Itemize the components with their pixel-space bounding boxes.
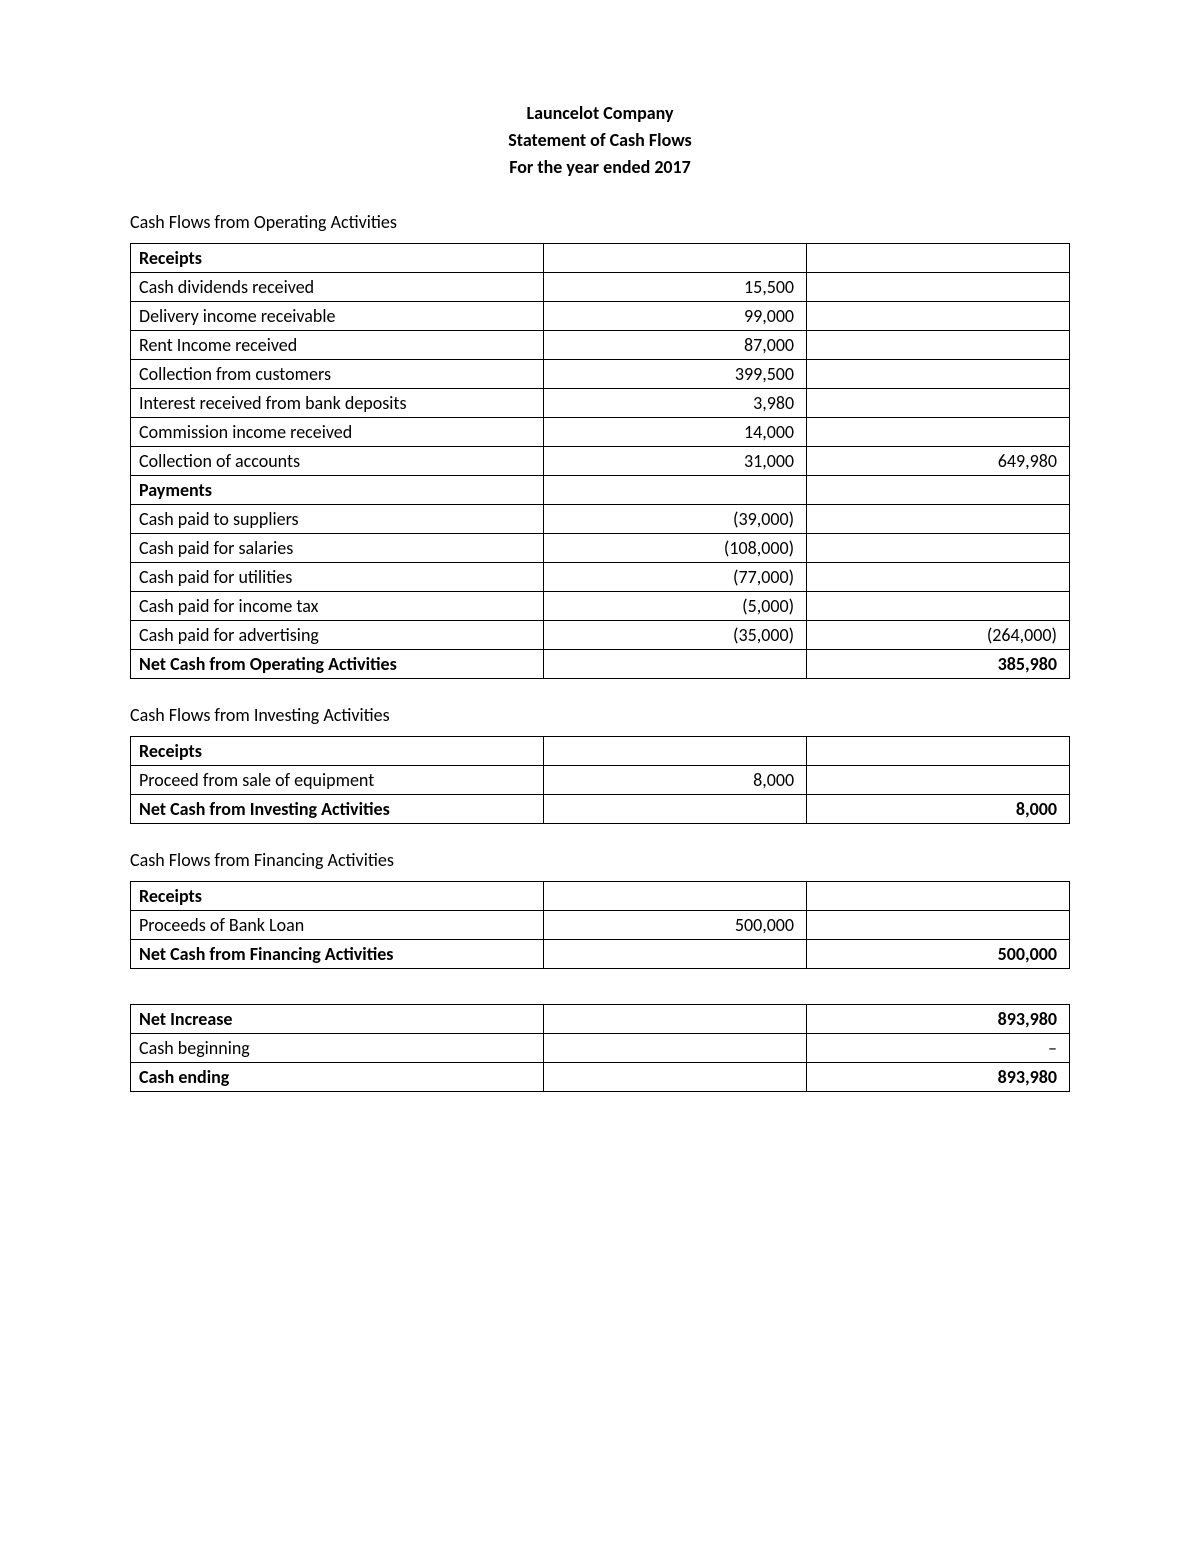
table-row: Cash ending 893,980 <box>131 1063 1070 1092</box>
financing-receipts-header-row: Receipts <box>131 882 1070 911</box>
row-amount2 <box>807 534 1070 563</box>
row-amount1 <box>544 1063 807 1092</box>
document-header: Launcelot Company Statement of Cash Flow… <box>130 100 1070 181</box>
table-row: Proceeds of Bank Loan500,000 <box>131 911 1070 940</box>
row-amount2 <box>807 766 1070 795</box>
row-amount1 <box>544 1005 807 1034</box>
table-row: Proceed from sale of equipment8,000 <box>131 766 1070 795</box>
row-amount2 <box>807 911 1070 940</box>
financing-net-row: Net Cash from Financing Activities 500,0… <box>131 940 1070 969</box>
investing-section-title: Cash Flows from Investing Activities <box>130 704 1070 726</box>
row-amount2 <box>807 302 1070 331</box>
summary-table: Net Increase893,980Cash beginning–Cash e… <box>130 1004 1070 1092</box>
table-row: Net Increase 893,980 <box>131 1005 1070 1034</box>
row-amount2: 893,980 <box>807 1063 1070 1092</box>
row-amount2 <box>807 592 1070 621</box>
table-row: Cash paid for advertising(35,000)(264,00… <box>131 621 1070 650</box>
row-label: Rent Income received <box>131 331 544 360</box>
table-row: Collection of accounts31,000649,980 <box>131 447 1070 476</box>
row-amount2: 649,980 <box>807 447 1070 476</box>
table-row: Interest received from bank deposits3,98… <box>131 389 1070 418</box>
table-row: Rent Income received87,000 <box>131 331 1070 360</box>
row-label: Cash ending <box>131 1063 544 1092</box>
operating-net-value: 385,980 <box>807 650 1070 679</box>
row-amount1: (108,000) <box>544 534 807 563</box>
row-label: Cash paid to suppliers <box>131 505 544 534</box>
row-label: Cash paid for utilities <box>131 563 544 592</box>
investing-receipts-header-row: Receipts <box>131 737 1070 766</box>
row-amount1: 8,000 <box>544 766 807 795</box>
financing-table: Receipts Proceeds of Bank Loan500,000 Ne… <box>130 881 1070 969</box>
row-label: Cash dividends received <box>131 273 544 302</box>
row-amount2 <box>807 273 1070 302</box>
investing-net-value: 8,000 <box>807 795 1070 824</box>
table-row: Commission income received14,000 <box>131 418 1070 447</box>
payments-header: Payments <box>131 476 544 505</box>
row-amount1: (77,000) <box>544 563 807 592</box>
operating-net-label: Net Cash from Operating Activities <box>131 650 544 679</box>
investing-receipts-header: Receipts <box>131 737 544 766</box>
table-row: Cash dividends received15,500 <box>131 273 1070 302</box>
table-row: Collection from customers399,500 <box>131 360 1070 389</box>
row-label: Cash paid for advertising <box>131 621 544 650</box>
row-amount1: 99,000 <box>544 302 807 331</box>
operating-section-title: Cash Flows from Operating Activities <box>130 211 1070 233</box>
table-row: Cash paid for income tax(5,000) <box>131 592 1070 621</box>
table-row: Cash paid for salaries(108,000) <box>131 534 1070 563</box>
row-label: Proceeds of Bank Loan <box>131 911 544 940</box>
row-amount1 <box>544 1034 807 1063</box>
table-row: Delivery income receivable99,000 <box>131 302 1070 331</box>
row-label: Cash paid for salaries <box>131 534 544 563</box>
table-row: Cash paid to suppliers(39,000) <box>131 505 1070 534</box>
statement-title: Statement of Cash Flows <box>130 127 1070 154</box>
row-amount2: – <box>807 1034 1070 1063</box>
row-amount2: (264,000) <box>807 621 1070 650</box>
row-label: Collection from customers <box>131 360 544 389</box>
investing-net-row: Net Cash from Investing Activities 8,000 <box>131 795 1070 824</box>
row-amount1: (5,000) <box>544 592 807 621</box>
row-amount2 <box>807 563 1070 592</box>
row-label: Collection of accounts <box>131 447 544 476</box>
row-amount2 <box>807 418 1070 447</box>
row-amount1: 399,500 <box>544 360 807 389</box>
row-label: Delivery income receivable <box>131 302 544 331</box>
row-label: Net Increase <box>131 1005 544 1034</box>
row-amount1: (39,000) <box>544 505 807 534</box>
row-amount2 <box>807 389 1070 418</box>
row-amount1: 3,980 <box>544 389 807 418</box>
row-label: Cash paid for income tax <box>131 592 544 621</box>
financing-receipts-header: Receipts <box>131 882 544 911</box>
receipts-header-row: Receipts <box>131 244 1070 273</box>
period: For the year ended 2017 <box>130 154 1070 181</box>
table-row: Cash paid for utilities(77,000) <box>131 563 1070 592</box>
investing-table: Receipts Proceed from sale of equipment8… <box>130 736 1070 824</box>
receipts-header: Receipts <box>131 244 544 273</box>
row-label: Interest received from bank deposits <box>131 389 544 418</box>
row-amount1: 87,000 <box>544 331 807 360</box>
row-amount2 <box>807 331 1070 360</box>
operating-net-row: Net Cash from Operating Activities 385,9… <box>131 650 1070 679</box>
operating-table: Receipts Cash dividends received15,500De… <box>130 243 1070 679</box>
table-row: Cash beginning – <box>131 1034 1070 1063</box>
row-label: Cash beginning <box>131 1034 544 1063</box>
row-amount1: 500,000 <box>544 911 807 940</box>
row-label: Proceed from sale of equipment <box>131 766 544 795</box>
payments-header-row: Payments <box>131 476 1070 505</box>
investing-net-label: Net Cash from Investing Activities <box>131 795 544 824</box>
row-amount1: 14,000 <box>544 418 807 447</box>
row-amount2: 893,980 <box>807 1005 1070 1034</box>
row-amount2 <box>807 360 1070 389</box>
row-amount1: 31,000 <box>544 447 807 476</box>
row-amount2 <box>807 505 1070 534</box>
company-name: Launcelot Company <box>130 100 1070 127</box>
row-amount1: 15,500 <box>544 273 807 302</box>
row-label: Commission income received <box>131 418 544 447</box>
row-amount1: (35,000) <box>544 621 807 650</box>
financing-net-label: Net Cash from Financing Activities <box>131 940 544 969</box>
financing-net-value: 500,000 <box>807 940 1070 969</box>
financing-section-title: Cash Flows from Financing Activities <box>130 849 1070 871</box>
